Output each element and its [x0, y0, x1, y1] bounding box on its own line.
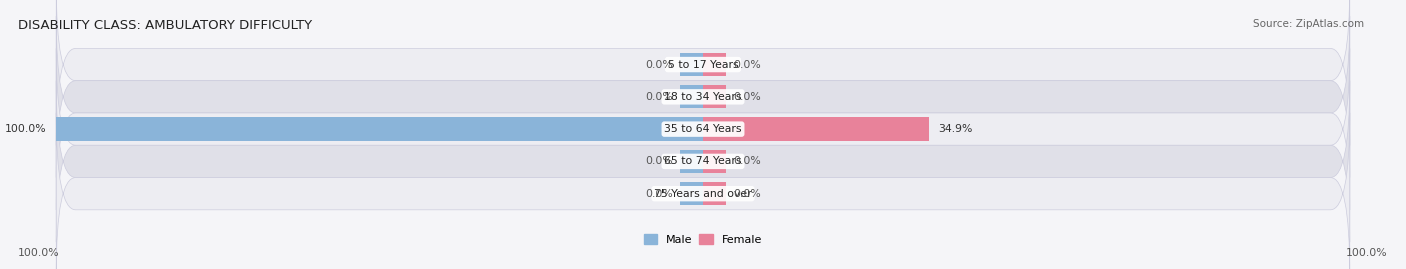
- Bar: [681, 85, 703, 108]
- Bar: [703, 150, 725, 173]
- Text: 0.0%: 0.0%: [734, 156, 761, 167]
- FancyBboxPatch shape: [56, 0, 1350, 145]
- Bar: [56, 118, 703, 141]
- FancyBboxPatch shape: [56, 16, 1350, 178]
- Text: 0.0%: 0.0%: [645, 156, 672, 167]
- Text: DISABILITY CLASS: AMBULATORY DIFFICULTY: DISABILITY CLASS: AMBULATORY DIFFICULTY: [18, 19, 312, 32]
- Legend: Male, Female: Male, Female: [640, 230, 766, 249]
- Bar: [681, 182, 703, 205]
- Text: 0.0%: 0.0%: [645, 59, 672, 70]
- Text: 35 to 64 Years: 35 to 64 Years: [664, 124, 742, 134]
- FancyBboxPatch shape: [56, 48, 1350, 210]
- Bar: [703, 53, 725, 76]
- Text: 0.0%: 0.0%: [734, 189, 761, 199]
- FancyBboxPatch shape: [56, 113, 1350, 269]
- Text: 5 to 17 Years: 5 to 17 Years: [668, 59, 738, 70]
- Bar: [681, 150, 703, 173]
- Text: 0.0%: 0.0%: [645, 189, 672, 199]
- FancyBboxPatch shape: [56, 81, 1350, 242]
- Bar: [703, 85, 725, 108]
- Bar: [681, 53, 703, 76]
- Bar: [703, 118, 929, 141]
- Bar: [703, 182, 725, 205]
- Text: 0.0%: 0.0%: [734, 92, 761, 102]
- Text: 34.9%: 34.9%: [938, 124, 973, 134]
- Text: 0.0%: 0.0%: [645, 92, 672, 102]
- Text: 100.0%: 100.0%: [1346, 248, 1388, 258]
- Text: 100.0%: 100.0%: [4, 124, 46, 134]
- Text: 18 to 34 Years: 18 to 34 Years: [664, 92, 742, 102]
- Text: 0.0%: 0.0%: [734, 59, 761, 70]
- Text: 100.0%: 100.0%: [18, 248, 60, 258]
- Text: 75 Years and over: 75 Years and over: [654, 189, 752, 199]
- Text: Source: ZipAtlas.com: Source: ZipAtlas.com: [1253, 19, 1364, 29]
- Text: 65 to 74 Years: 65 to 74 Years: [664, 156, 742, 167]
